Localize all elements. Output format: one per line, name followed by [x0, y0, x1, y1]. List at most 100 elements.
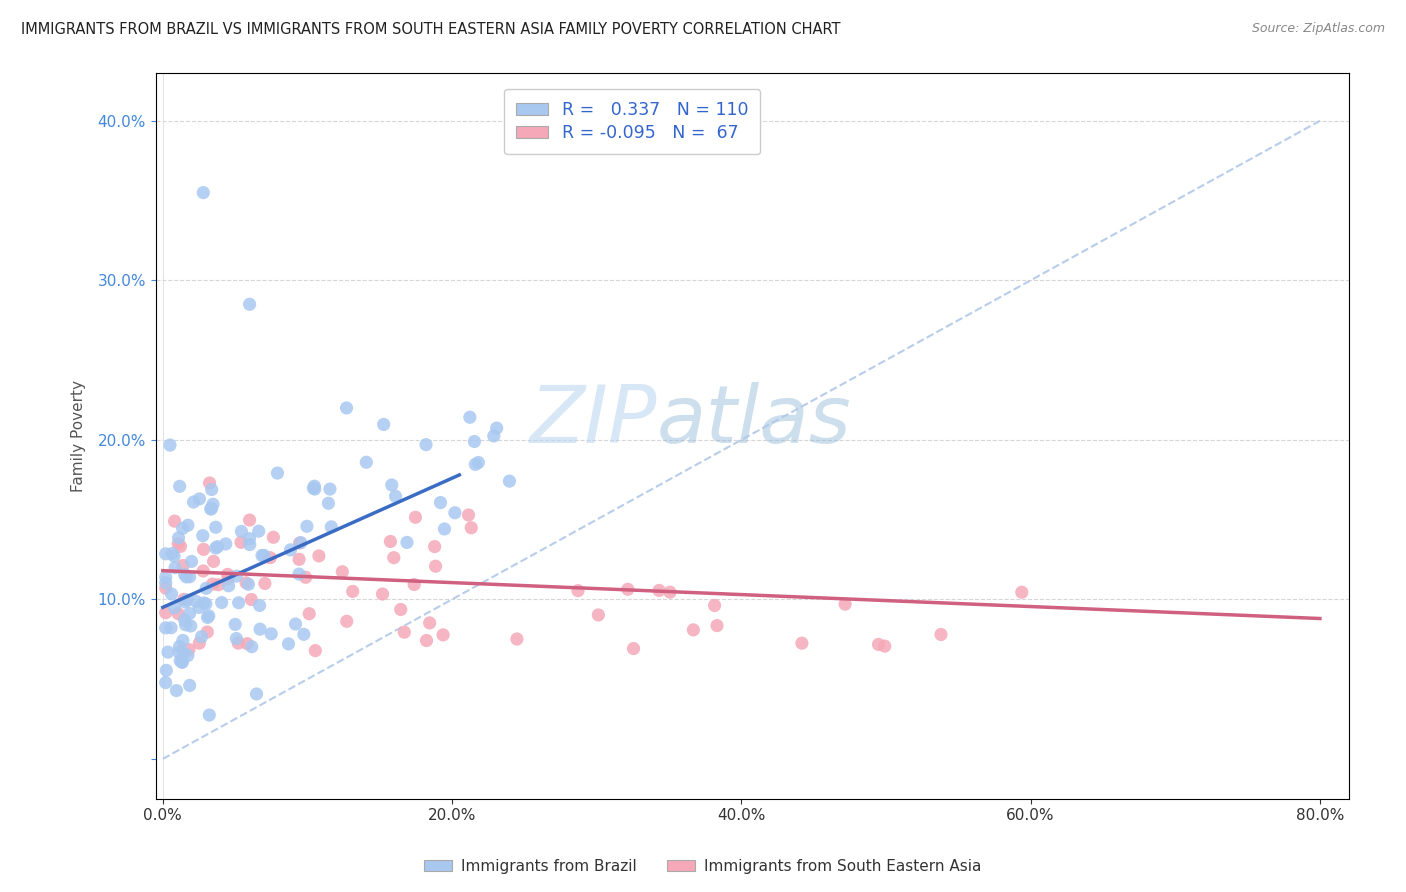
- Point: [156, 645, 179, 659]
- Point: [380, 534, 402, 549]
- Point: [319, 482, 342, 496]
- Point: [429, 495, 451, 509]
- Point: [177, 648, 200, 663]
- Point: [659, 585, 682, 599]
- Point: [195, 625, 218, 640]
- Point: [239, 538, 262, 552]
- Point: [177, 642, 200, 657]
- Point: [169, 479, 191, 493]
- Point: [648, 583, 671, 598]
- Point: [240, 640, 263, 654]
- Text: ZIP: ZIP: [530, 383, 657, 460]
- Point: [188, 636, 211, 650]
- Point: [159, 438, 181, 452]
- Point: [467, 456, 489, 470]
- Point: [373, 417, 395, 432]
- Point: [155, 663, 177, 677]
- Point: [308, 549, 330, 563]
- Point: [302, 481, 325, 495]
- Point: [169, 645, 191, 659]
- Point: [169, 654, 191, 668]
- Text: Source: ZipAtlas.com: Source: ZipAtlas.com: [1251, 22, 1385, 36]
- Point: [433, 522, 456, 536]
- Point: [155, 606, 177, 620]
- Point: [457, 508, 479, 522]
- Text: IMMIGRANTS FROM BRAZIL VS IMMIGRANTS FROM SOUTH EASTERN ASIA FAMILY POVERTY CORR: IMMIGRANTS FROM BRAZIL VS IMMIGRANTS FRO…: [21, 22, 841, 37]
- Point: [177, 518, 200, 533]
- Legend: Immigrants from Brazil, Immigrants from South Eastern Asia: Immigrants from Brazil, Immigrants from …: [419, 853, 987, 880]
- Point: [224, 617, 246, 632]
- Point: [200, 502, 222, 516]
- Point: [245, 687, 267, 701]
- Point: [298, 607, 321, 621]
- Point: [423, 540, 446, 554]
- Point: [193, 542, 215, 557]
- Point: [167, 531, 190, 545]
- Point: [163, 549, 186, 563]
- Point: [231, 524, 253, 539]
- Point: [170, 655, 193, 669]
- Point: [174, 570, 197, 584]
- Point: [404, 510, 426, 524]
- Point: [415, 633, 437, 648]
- Point: [617, 582, 640, 597]
- Point: [277, 637, 299, 651]
- Point: [280, 542, 302, 557]
- Point: [266, 466, 288, 480]
- Point: [193, 596, 215, 610]
- Point: [190, 630, 212, 644]
- Point: [335, 401, 357, 415]
- Point: [292, 627, 315, 641]
- Point: [197, 608, 219, 623]
- Point: [201, 497, 224, 511]
- Point: [225, 632, 247, 646]
- Point: [155, 575, 177, 590]
- Point: [294, 570, 316, 584]
- Point: [239, 513, 262, 527]
- Point: [195, 582, 218, 596]
- Point: [217, 567, 239, 582]
- Point: [1011, 585, 1033, 599]
- Point: [172, 558, 194, 573]
- Point: [290, 535, 312, 549]
- Point: [165, 683, 187, 698]
- Point: [172, 521, 194, 535]
- Point: [204, 520, 226, 534]
- Point: [304, 482, 326, 496]
- Point: [180, 554, 202, 568]
- Point: [217, 571, 239, 585]
- Point: [304, 479, 326, 493]
- Point: [929, 627, 952, 641]
- Point: [167, 607, 190, 621]
- Point: [463, 434, 485, 449]
- Point: [193, 186, 215, 200]
- Point: [201, 577, 224, 591]
- Point: [682, 623, 704, 637]
- Point: [394, 625, 416, 640]
- Point: [179, 570, 201, 584]
- Point: [204, 541, 226, 555]
- Point: [179, 678, 201, 692]
- Point: [342, 584, 364, 599]
- Point: [304, 643, 326, 657]
- Point: [588, 607, 610, 622]
- Point: [239, 297, 262, 311]
- Point: [155, 547, 177, 561]
- Point: [226, 636, 249, 650]
- Point: [498, 474, 520, 488]
- Point: [238, 577, 260, 591]
- Point: [173, 592, 195, 607]
- Y-axis label: Family Poverty: Family Poverty: [72, 380, 86, 491]
- Point: [262, 530, 284, 544]
- Point: [240, 592, 263, 607]
- Point: [173, 567, 195, 582]
- Point: [356, 455, 378, 469]
- Point: [382, 550, 405, 565]
- Point: [284, 617, 307, 632]
- Point: [288, 567, 311, 582]
- Point: [444, 506, 467, 520]
- Point: [235, 575, 257, 590]
- Point: [207, 578, 229, 592]
- Point: [567, 583, 589, 598]
- Point: [155, 675, 177, 690]
